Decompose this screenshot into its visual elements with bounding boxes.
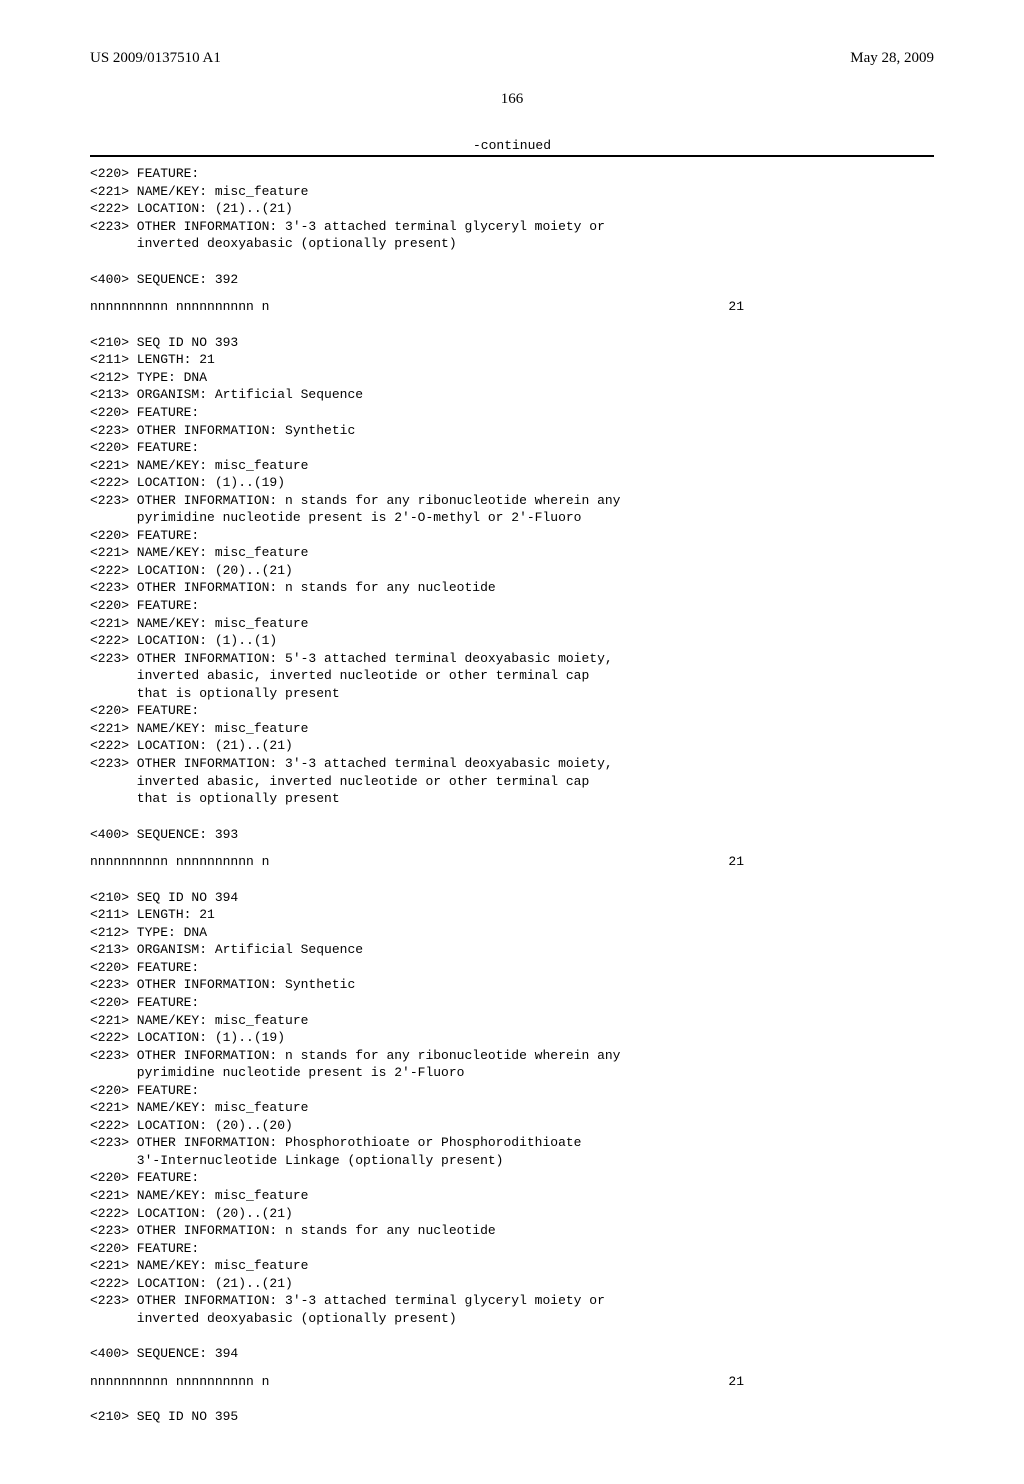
horizontal-rule bbox=[90, 155, 934, 157]
sequence-length: 21 bbox=[728, 298, 744, 316]
sequence-string: nnnnnnnnnn nnnnnnnnnn n bbox=[90, 298, 269, 316]
publication-number: US 2009/0137510 A1 bbox=[90, 50, 221, 67]
page-header: US 2009/0137510 A1 May 28, 2009 bbox=[90, 50, 934, 67]
sequence-block: <210> SEQ ID NO 394 <211> LENGTH: 21 <21… bbox=[90, 889, 934, 1328]
sequence-block: <220> FEATURE: <221> NAME/KEY: misc_feat… bbox=[90, 165, 934, 253]
sequence-row: nnnnnnnnnn nnnnnnnnnn n 21 bbox=[90, 853, 934, 871]
page-container: US 2009/0137510 A1 May 28, 2009 166 -con… bbox=[0, 0, 1024, 1484]
sequence-block: <400> SEQUENCE: 394 nnnnnnnnnn nnnnnnnnnn… bbox=[90, 1345, 934, 1390]
sequence-block: <210> SEQ ID NO 393 <211> LENGTH: 21 <21… bbox=[90, 334, 934, 808]
sequence-text: <400> SEQUENCE: 393 bbox=[90, 826, 934, 844]
sequence-length: 21 bbox=[728, 853, 744, 871]
page-number: 166 bbox=[90, 91, 934, 108]
sequence-string: nnnnnnnnnn nnnnnnnnnn n bbox=[90, 853, 269, 871]
sequence-block: <400> SEQUENCE: 392 nnnnnnnnnn nnnnnnnnnn… bbox=[90, 271, 934, 316]
sequence-block: <210> SEQ ID NO 395 bbox=[90, 1408, 934, 1426]
sequence-row: nnnnnnnnnn nnnnnnnnnn n 21 bbox=[90, 1373, 934, 1391]
sequence-text: <400> SEQUENCE: 394 bbox=[90, 1345, 934, 1363]
sequence-text: <220> FEATURE: <221> NAME/KEY: misc_feat… bbox=[90, 165, 934, 253]
sequence-text: <210> SEQ ID NO 395 bbox=[90, 1408, 934, 1426]
sequence-listing: <220> FEATURE: <221> NAME/KEY: misc_feat… bbox=[90, 165, 934, 1426]
sequence-text: <400> SEQUENCE: 392 bbox=[90, 271, 934, 289]
sequence-block: <400> SEQUENCE: 393 nnnnnnnnnn nnnnnnnnnn… bbox=[90, 826, 934, 871]
sequence-string: nnnnnnnnnn nnnnnnnnnn n bbox=[90, 1373, 269, 1391]
continued-label: -continued bbox=[90, 138, 934, 153]
sequence-row: nnnnnnnnnn nnnnnnnnnn n 21 bbox=[90, 298, 934, 316]
sequence-text: <210> SEQ ID NO 393 <211> LENGTH: 21 <21… bbox=[90, 334, 934, 808]
sequence-text: <210> SEQ ID NO 394 <211> LENGTH: 21 <21… bbox=[90, 889, 934, 1328]
sequence-length: 21 bbox=[728, 1373, 744, 1391]
publication-date: May 28, 2009 bbox=[850, 50, 934, 67]
